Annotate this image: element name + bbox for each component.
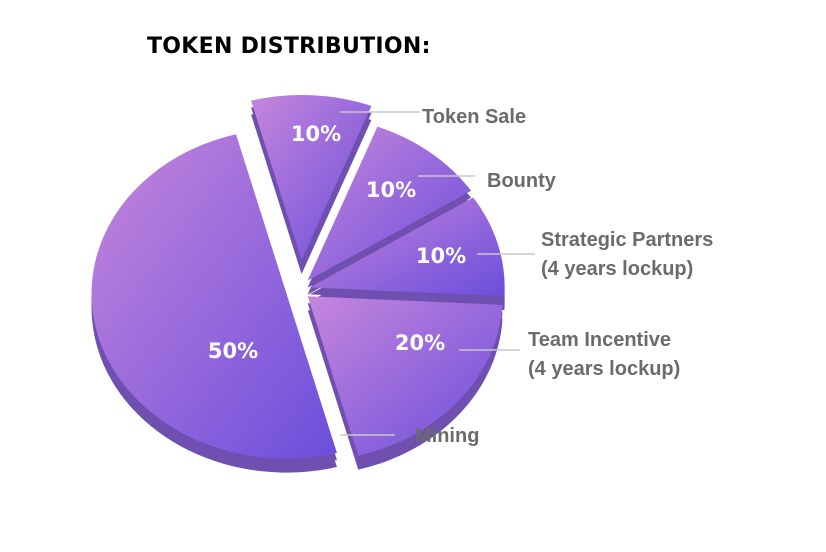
pct-label-strategic-partners: 10%: [415, 244, 467, 268]
chart-title: TOKEN DISTRIBUTION:: [147, 34, 431, 59]
legend-label-token-sale: Token Sale: [422, 106, 527, 128]
pct-label-team-incentive: 20%: [394, 331, 446, 355]
slice-strategic-partners: [309, 197, 505, 297]
slice-bounty: [307, 126, 472, 281]
legend-label-strategic-partners: Strategic Partners (4 years lockup): [541, 229, 714, 280]
slice-team-incentive: [307, 296, 503, 456]
slice-token-sale: [251, 95, 372, 261]
legend-label-bounty: Bounty: [487, 170, 556, 192]
pct-label-bounty: 10%: [365, 178, 417, 202]
slice-mining: [91, 134, 337, 459]
pct-label-token-sale: 10%: [290, 122, 342, 146]
legend-label-team-incentive: Team Incentive (4 years lockup): [528, 329, 681, 380]
pct-label-mining: 50%: [207, 339, 259, 363]
legend-label-mining: Mining: [415, 425, 480, 447]
